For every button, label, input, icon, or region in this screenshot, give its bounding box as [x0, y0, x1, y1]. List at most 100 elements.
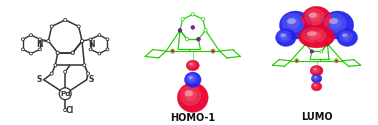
Ellipse shape	[310, 65, 323, 76]
Circle shape	[335, 59, 339, 63]
Ellipse shape	[312, 83, 319, 89]
Ellipse shape	[337, 29, 358, 46]
Ellipse shape	[309, 13, 317, 18]
Circle shape	[304, 42, 307, 45]
Ellipse shape	[311, 82, 322, 91]
Text: Cl: Cl	[65, 106, 74, 115]
Ellipse shape	[342, 33, 347, 37]
Ellipse shape	[277, 30, 291, 42]
Ellipse shape	[311, 66, 320, 74]
Circle shape	[64, 70, 67, 73]
Circle shape	[89, 38, 92, 41]
Circle shape	[56, 51, 59, 54]
Circle shape	[178, 29, 182, 32]
Ellipse shape	[189, 62, 194, 67]
Ellipse shape	[177, 83, 208, 112]
Text: Pd: Pd	[60, 91, 70, 97]
Ellipse shape	[307, 31, 317, 36]
Circle shape	[59, 88, 71, 100]
Circle shape	[197, 38, 200, 41]
Circle shape	[64, 18, 67, 22]
Ellipse shape	[184, 89, 197, 101]
Ellipse shape	[188, 76, 193, 79]
Text: LUMO: LUMO	[301, 112, 332, 122]
Circle shape	[71, 51, 74, 54]
Ellipse shape	[324, 13, 347, 33]
Ellipse shape	[189, 63, 193, 65]
Ellipse shape	[301, 27, 327, 43]
Ellipse shape	[339, 30, 353, 42]
Circle shape	[191, 26, 195, 29]
Ellipse shape	[180, 85, 201, 106]
Text: S: S	[89, 75, 94, 84]
Text: N: N	[36, 40, 42, 48]
Ellipse shape	[314, 76, 317, 78]
Circle shape	[201, 18, 204, 21]
Ellipse shape	[314, 84, 318, 88]
Circle shape	[335, 60, 338, 62]
Circle shape	[212, 50, 214, 52]
Ellipse shape	[322, 11, 354, 39]
Circle shape	[181, 18, 184, 21]
Ellipse shape	[304, 8, 325, 25]
Circle shape	[22, 48, 24, 51]
Circle shape	[204, 29, 207, 32]
Ellipse shape	[307, 31, 321, 40]
Circle shape	[320, 50, 323, 53]
Ellipse shape	[308, 12, 320, 22]
Circle shape	[54, 64, 57, 67]
Circle shape	[50, 25, 53, 28]
Circle shape	[307, 33, 309, 36]
Circle shape	[71, 51, 74, 54]
Ellipse shape	[312, 75, 319, 81]
Circle shape	[178, 29, 182, 32]
Circle shape	[39, 38, 41, 41]
Circle shape	[310, 50, 313, 53]
Ellipse shape	[287, 18, 296, 24]
Ellipse shape	[311, 74, 322, 83]
Circle shape	[211, 49, 215, 53]
Circle shape	[326, 42, 329, 45]
Circle shape	[29, 34, 33, 36]
Ellipse shape	[188, 76, 195, 82]
Circle shape	[81, 40, 84, 43]
Ellipse shape	[186, 60, 199, 71]
Ellipse shape	[184, 72, 201, 88]
Ellipse shape	[287, 17, 299, 29]
Circle shape	[64, 109, 67, 112]
Circle shape	[98, 52, 101, 55]
Circle shape	[326, 42, 329, 45]
Ellipse shape	[185, 90, 193, 96]
Ellipse shape	[329, 18, 338, 24]
Ellipse shape	[314, 84, 317, 86]
Ellipse shape	[313, 68, 317, 70]
Circle shape	[50, 72, 53, 75]
Ellipse shape	[329, 17, 342, 29]
Ellipse shape	[313, 68, 318, 72]
Text: S: S	[36, 75, 42, 84]
Circle shape	[191, 13, 194, 16]
Ellipse shape	[299, 26, 335, 48]
Circle shape	[106, 48, 109, 51]
Text: HOMO-1: HOMO-1	[170, 113, 215, 123]
Circle shape	[197, 38, 200, 41]
Ellipse shape	[302, 6, 331, 31]
Ellipse shape	[282, 13, 304, 33]
Ellipse shape	[314, 76, 318, 80]
Circle shape	[56, 51, 59, 54]
Ellipse shape	[342, 33, 350, 40]
Circle shape	[186, 38, 189, 41]
Circle shape	[315, 40, 318, 43]
Circle shape	[324, 33, 327, 36]
Circle shape	[22, 38, 24, 41]
Circle shape	[296, 60, 298, 62]
Text: N: N	[88, 40, 94, 48]
Circle shape	[294, 59, 299, 63]
Ellipse shape	[280, 33, 288, 40]
Circle shape	[81, 40, 84, 43]
Circle shape	[77, 25, 80, 28]
Circle shape	[29, 52, 33, 55]
Ellipse shape	[280, 33, 286, 37]
Circle shape	[87, 72, 90, 75]
Ellipse shape	[276, 29, 296, 46]
